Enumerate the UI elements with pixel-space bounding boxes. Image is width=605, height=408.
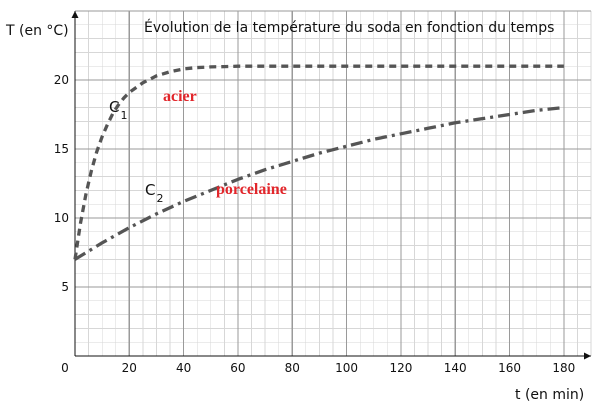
curve-c2-label: C2 [145,181,163,205]
y-axis-arrow-icon [71,11,79,18]
tick-labels: 0 20 40 60 80 100 120 140 160 180 5 10 15 20 [54,73,576,375]
curve-c2-label-subscript: 2 [156,192,163,205]
curve-c1-label-subscript: 1 [120,109,127,122]
x-tick-label: 60 [230,361,245,375]
series-layer [73,64,565,261]
y-tick-label: 15 [54,142,69,156]
curve-c1-label: C1 [109,98,127,122]
material-label-acier: acier [163,88,197,105]
y-tick-label: 20 [54,73,69,87]
x-axis-arrow-icon [584,352,591,360]
x-tick-label: 100 [335,361,358,375]
x-tick-label: 40 [176,361,191,375]
y-axis-title: T (en °C) [5,23,69,39]
y-tick-label: 5 [61,280,69,294]
material-label-porcelaine: porcelaine [216,181,287,198]
x-tick-label: 120 [389,361,412,375]
chart-title: Évolution de la température du soda en f… [144,19,554,36]
x-tick-label: 140 [444,361,467,375]
curve-c1-label-main: C [109,98,119,116]
x-tick-label: 80 [285,361,300,375]
x-tick-label: 180 [552,361,575,375]
major-grid [74,10,591,357]
axes [71,11,591,360]
x-axis-title: t (en min) [515,387,584,403]
curve-c2-line [74,105,565,261]
x-tick-label: 160 [498,361,521,375]
y-tick-label: 10 [54,211,69,225]
x-tick-label: 20 [122,361,137,375]
curve-c2-label-main: C [145,181,155,199]
x-tick-label: 0 [61,361,69,375]
